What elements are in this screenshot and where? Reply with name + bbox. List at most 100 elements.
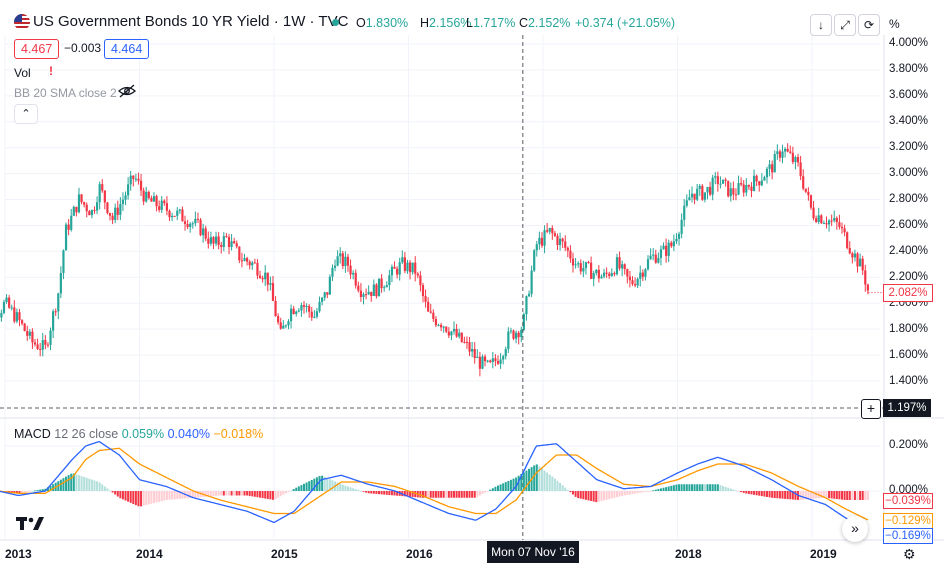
macd-histogram-bar: [140, 491, 143, 507]
macd-histogram-bar: [266, 491, 269, 499]
candle-body: [509, 330, 513, 332]
macd-histogram-bar: [745, 491, 748, 494]
candle-body: [851, 253, 854, 258]
collapse-legend-button[interactable]: ⌃: [14, 104, 38, 124]
macd-histogram-bar: [119, 491, 122, 499]
macd-histogram-bar: [478, 491, 481, 496]
macd-histogram-bar: [859, 491, 862, 500]
plus-circle-icon[interactable]: +: [861, 399, 881, 419]
candle-body: [571, 258, 575, 266]
macd-histogram-bar: [227, 491, 230, 496]
candle-body: [178, 209, 181, 211]
y-tick-label: 4.000%: [889, 37, 929, 49]
candle-body: [372, 284, 375, 296]
macd-histogram-bar: [866, 491, 869, 500]
macd-signal-line: [0, 447, 869, 521]
candle-body: [711, 177, 714, 195]
macd-histogram-bar: [23, 491, 26, 493]
candle-body: [258, 275, 262, 279]
macd-histogram-bar: [18, 491, 21, 494]
snapshot-button[interactable]: ⟳: [858, 14, 880, 36]
macd-histogram-bar: [310, 479, 313, 491]
candle-body: [840, 226, 844, 229]
candle-body: [476, 356, 479, 359]
macd-histogram-bar: [476, 491, 479, 497]
candle-body: [264, 272, 267, 280]
candle-body: [121, 199, 125, 205]
chevron-up-icon: ⌃: [21, 108, 31, 120]
candle-body: [377, 278, 381, 297]
candle-body: [225, 236, 228, 238]
candle-body: [515, 332, 518, 339]
candle-body: [610, 273, 613, 276]
candle-body: [543, 230, 546, 246]
candle-body: [134, 178, 137, 180]
macd-histogram-bar: [49, 485, 52, 491]
candle-body: [452, 328, 456, 332]
scroll-to-realtime-button[interactable]: »: [842, 516, 868, 542]
eye-off-icon[interactable]: [118, 84, 136, 98]
macd-histogram-bar: [546, 472, 549, 491]
candle-body: [825, 223, 828, 225]
macd-histogram-bar: [484, 491, 487, 493]
candle-body: [864, 270, 867, 285]
macd-histogram-bar: [235, 491, 238, 496]
candle-body: [119, 204, 122, 215]
macd-histogram-bar: [639, 491, 642, 493]
macd-histogram-bar: [129, 491, 132, 503]
macd-legend[interactable]: MACD 12 26 close 0.059% 0.040% −0.018%: [14, 427, 263, 441]
macd-histogram-bar: [864, 491, 867, 500]
ask-price-box[interactable]: 4.464: [104, 39, 150, 59]
candle-body: [657, 257, 660, 263]
candle-body: [36, 344, 39, 349]
macd-histogram-bar: [406, 491, 409, 497]
warning-icon[interactable]: !: [49, 64, 53, 78]
macd-histogram-bar: [186, 491, 189, 499]
candle-body: [481, 356, 484, 369]
macd-histogram-bar: [127, 491, 130, 502]
candle-body: [388, 275, 391, 286]
macd-histogram-bar: [269, 491, 272, 500]
percent-toggle[interactable]: %: [889, 17, 900, 31]
symbol-title[interactable]: US Government Bonds 10 YR Yield · 1W · T…: [33, 13, 349, 30]
candle-body: [631, 280, 634, 285]
fullscreen-button[interactable]: ⤢: [834, 14, 856, 36]
macd-histogram-bar: [802, 491, 805, 500]
macd-histogram-bar: [385, 491, 388, 495]
candle-body: [359, 290, 363, 297]
tradingview-logo-icon[interactable]: [16, 515, 46, 533]
macd-histogram-bar: [556, 480, 559, 491]
bollinger-indicator-label[interactable]: BB 20 SMA close 2: [14, 86, 117, 100]
candle-body: [375, 284, 378, 297]
candle-body: [517, 332, 520, 338]
y-tick-label: 2.200%: [889, 271, 929, 283]
macd-histogram-bar: [346, 486, 349, 491]
macd-histogram-bar: [592, 491, 595, 502]
download-button[interactable]: ↓: [810, 14, 832, 36]
macd-histogram-bar: [833, 491, 836, 499]
macd-histogram-bar: [178, 491, 181, 499]
macd-histogram-bar: [362, 491, 365, 492]
macd-histogram-bar: [820, 491, 823, 499]
macd-histogram-bar: [142, 491, 145, 506]
macd-histogram-bar: [357, 489, 360, 491]
ohlc-open: O1.830%: [356, 16, 409, 30]
candle-body: [763, 177, 766, 181]
candle-body: [88, 211, 91, 216]
bid-price-box[interactable]: 4.467: [14, 39, 60, 59]
macd-histogram-bar: [856, 491, 859, 500]
macd-histogram-bar: [414, 491, 417, 498]
candle-body: [186, 224, 189, 228]
gear-icon[interactable]: ⚙: [903, 546, 916, 562]
macd-hist-last-label: −0.039%: [883, 493, 933, 509]
volume-indicator-label[interactable]: Vol: [14, 66, 31, 80]
macd-histogram-bar: [282, 491, 285, 495]
candle-body: [708, 187, 712, 195]
macd-histogram-bar: [98, 482, 101, 491]
macd-histogram-bar: [13, 491, 16, 493]
candle-body: [602, 272, 606, 277]
macd-histogram-bar: [496, 485, 499, 491]
candle-body: [442, 326, 445, 328]
candle-body: [114, 207, 117, 220]
